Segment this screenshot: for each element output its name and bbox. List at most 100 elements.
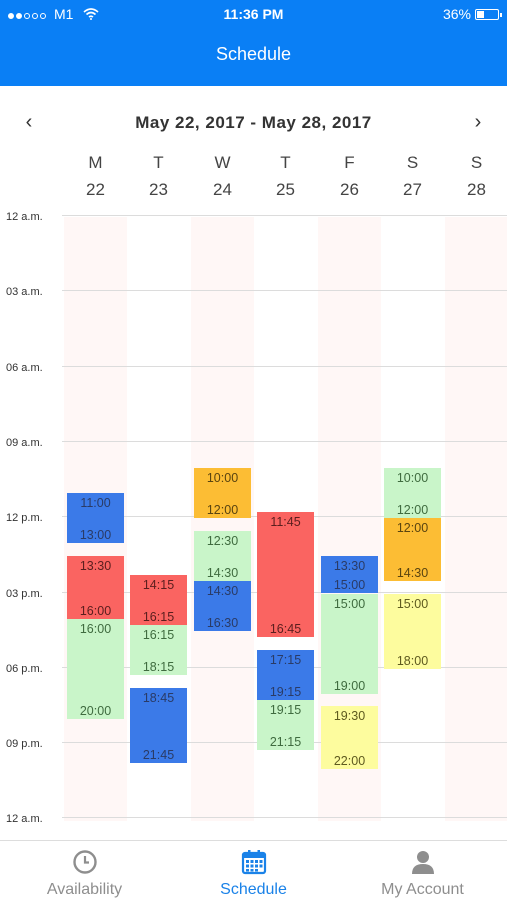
day-date: 27: [403, 180, 422, 199]
page-title: Schedule: [215, 44, 292, 64]
shift-block[interactable]: 16:15 18:15: [130, 624, 187, 676]
clock-icon: [73, 850, 97, 874]
shift-start-time: 17:15: [269, 652, 302, 667]
shift-start-time: 14:30: [206, 583, 239, 598]
shift-end-time: 12:00: [396, 503, 429, 518]
calendar-icon: [241, 850, 267, 875]
day-date: 24: [213, 180, 232, 199]
shift-start-time: 18:45: [142, 690, 175, 705]
time-label: 06 p.m.: [6, 663, 43, 675]
signal-icon: [8, 6, 48, 22]
hour-gridline: [62, 441, 507, 442]
shift-block[interactable]: 12:30 14:30: [194, 530, 251, 581]
shift-block[interactable]: 10:00 12:00: [194, 468, 251, 519]
shift-block[interactable]: 19:30 22:00: [321, 706, 378, 770]
shift-start-time: 15:00: [396, 596, 429, 611]
shift-block[interactable]: 15:00 19:00: [321, 593, 378, 694]
shift-end-time: 13:00: [79, 528, 112, 543]
tab-label: My Account: [381, 881, 464, 898]
shift-start-time: 19:15: [269, 703, 302, 718]
status-bar: M1 11:36 PM 36%: [0, 0, 507, 28]
shift-end-time: 16:00: [79, 603, 112, 618]
day-name: S: [406, 153, 419, 172]
shift-start-time: 19:30: [333, 709, 366, 724]
shift-start-time: 14:15: [142, 577, 175, 592]
shift-start-time: 12:30: [206, 533, 239, 548]
shift-start-time: 11:45: [270, 514, 301, 529]
shift-block[interactable]: 13:30 15:00: [321, 555, 378, 594]
day-name: T: [280, 153, 291, 172]
time-label: 12 a.m.: [6, 813, 43, 825]
shift-start-time: 11:00: [80, 496, 111, 511]
time-label: 03 a.m.: [6, 286, 43, 298]
tab-availability[interactable]: Availability: [0, 841, 169, 901]
shift-end-time: 16:30: [206, 616, 239, 631]
tab-my-account[interactable]: My Account: [338, 841, 507, 901]
hour-gridline: [62, 366, 507, 367]
shift-end-time: 18:15: [142, 660, 175, 675]
shift-block[interactable]: 10:00 12:00: [384, 468, 441, 519]
shift-start-time: 10:00: [206, 471, 239, 485]
time-label: 09 a.m.: [6, 437, 43, 449]
chevron-right-icon[interactable]: ›: [474, 111, 482, 133]
shift-end-time: 16:15: [142, 609, 175, 624]
shift-start-time: 13:30: [333, 558, 366, 573]
hour-gridline: [62, 817, 507, 818]
shift-end-time: 22:00: [333, 754, 366, 769]
wifi-icon: [83, 8, 99, 20]
user-icon: [412, 851, 434, 874]
shift-block[interactable]: 14:30 16:30: [194, 580, 251, 632]
shift-block[interactable]: 11:00 13:00: [67, 493, 124, 544]
tab-label: Schedule: [220, 881, 287, 898]
shift-end-time: 14:30: [206, 565, 239, 580]
tab-bar: Availability Schedule My Account: [0, 840, 507, 901]
day-name: F: [344, 153, 355, 172]
hour-gridline: [62, 290, 507, 291]
day-column-stripe: [191, 217, 254, 821]
day-name: M: [88, 153, 103, 172]
shift-block[interactable]: 16:00 20:00: [67, 618, 124, 719]
shift-end-time: 20:00: [79, 703, 112, 718]
day-name: S: [470, 153, 483, 172]
shift-block[interactable]: 12:00 14:30: [384, 518, 441, 581]
shift-block[interactable]: 14:15 16:15: [130, 574, 187, 625]
shift-block[interactable]: 11:45 16:45: [257, 511, 314, 638]
day-date: 22: [86, 180, 105, 199]
week-navigator: ‹ May 22, 2017 - May 28, 2017 ›: [0, 105, 507, 139]
day-date: 23: [149, 180, 168, 199]
time-label: 06 a.m.: [6, 362, 43, 374]
shift-end-time: 21:45: [142, 747, 175, 762]
shift-start-time: 16:00: [79, 621, 112, 636]
shift-end-time: 14:30: [396, 565, 429, 580]
shift-start-time: 16:15: [142, 627, 175, 642]
day-date: 25: [276, 180, 295, 199]
shift-end-time: 15:00: [333, 578, 366, 593]
time-label: 09 p.m.: [6, 738, 43, 750]
shift-block[interactable]: 15:00 18:00: [384, 593, 441, 669]
day-date: 26: [340, 180, 359, 199]
hour-gridline: [62, 215, 507, 216]
shift-block[interactable]: 17:15 19:15: [257, 649, 314, 701]
shift-block[interactable]: 18:45 21:45: [130, 687, 187, 763]
day-date: 28: [467, 180, 486, 199]
day-name: T: [153, 153, 164, 172]
status-time: 11:36 PM: [223, 6, 284, 22]
tab-label: Availability: [46, 881, 123, 898]
chevron-left-icon[interactable]: ‹: [25, 111, 33, 133]
shift-end-time: 16:45: [269, 622, 302, 637]
shift-start-time: 10:00: [396, 471, 429, 485]
tab-schedule[interactable]: Schedule: [169, 841, 338, 901]
battery-percent: 36%: [442, 6, 471, 22]
shift-end-time: 12:00: [206, 503, 239, 518]
shift-end-time: 19:00: [333, 678, 366, 693]
week-range: May 22, 2017 - May 28, 2017: [135, 113, 372, 132]
shift-block[interactable]: 19:15 21:15: [257, 700, 314, 751]
shift-start-time: 13:30: [79, 558, 112, 573]
shift-end-time: 18:00: [396, 653, 429, 668]
time-label: 12 p.m.: [6, 512, 43, 524]
day-name: W: [214, 153, 231, 172]
time-label: 03 p.m.: [6, 588, 43, 600]
day-column-stripe: [445, 217, 507, 821]
time-label: 12 a.m.: [6, 211, 43, 223]
shift-block[interactable]: 13:30 16:00: [67, 555, 124, 619]
